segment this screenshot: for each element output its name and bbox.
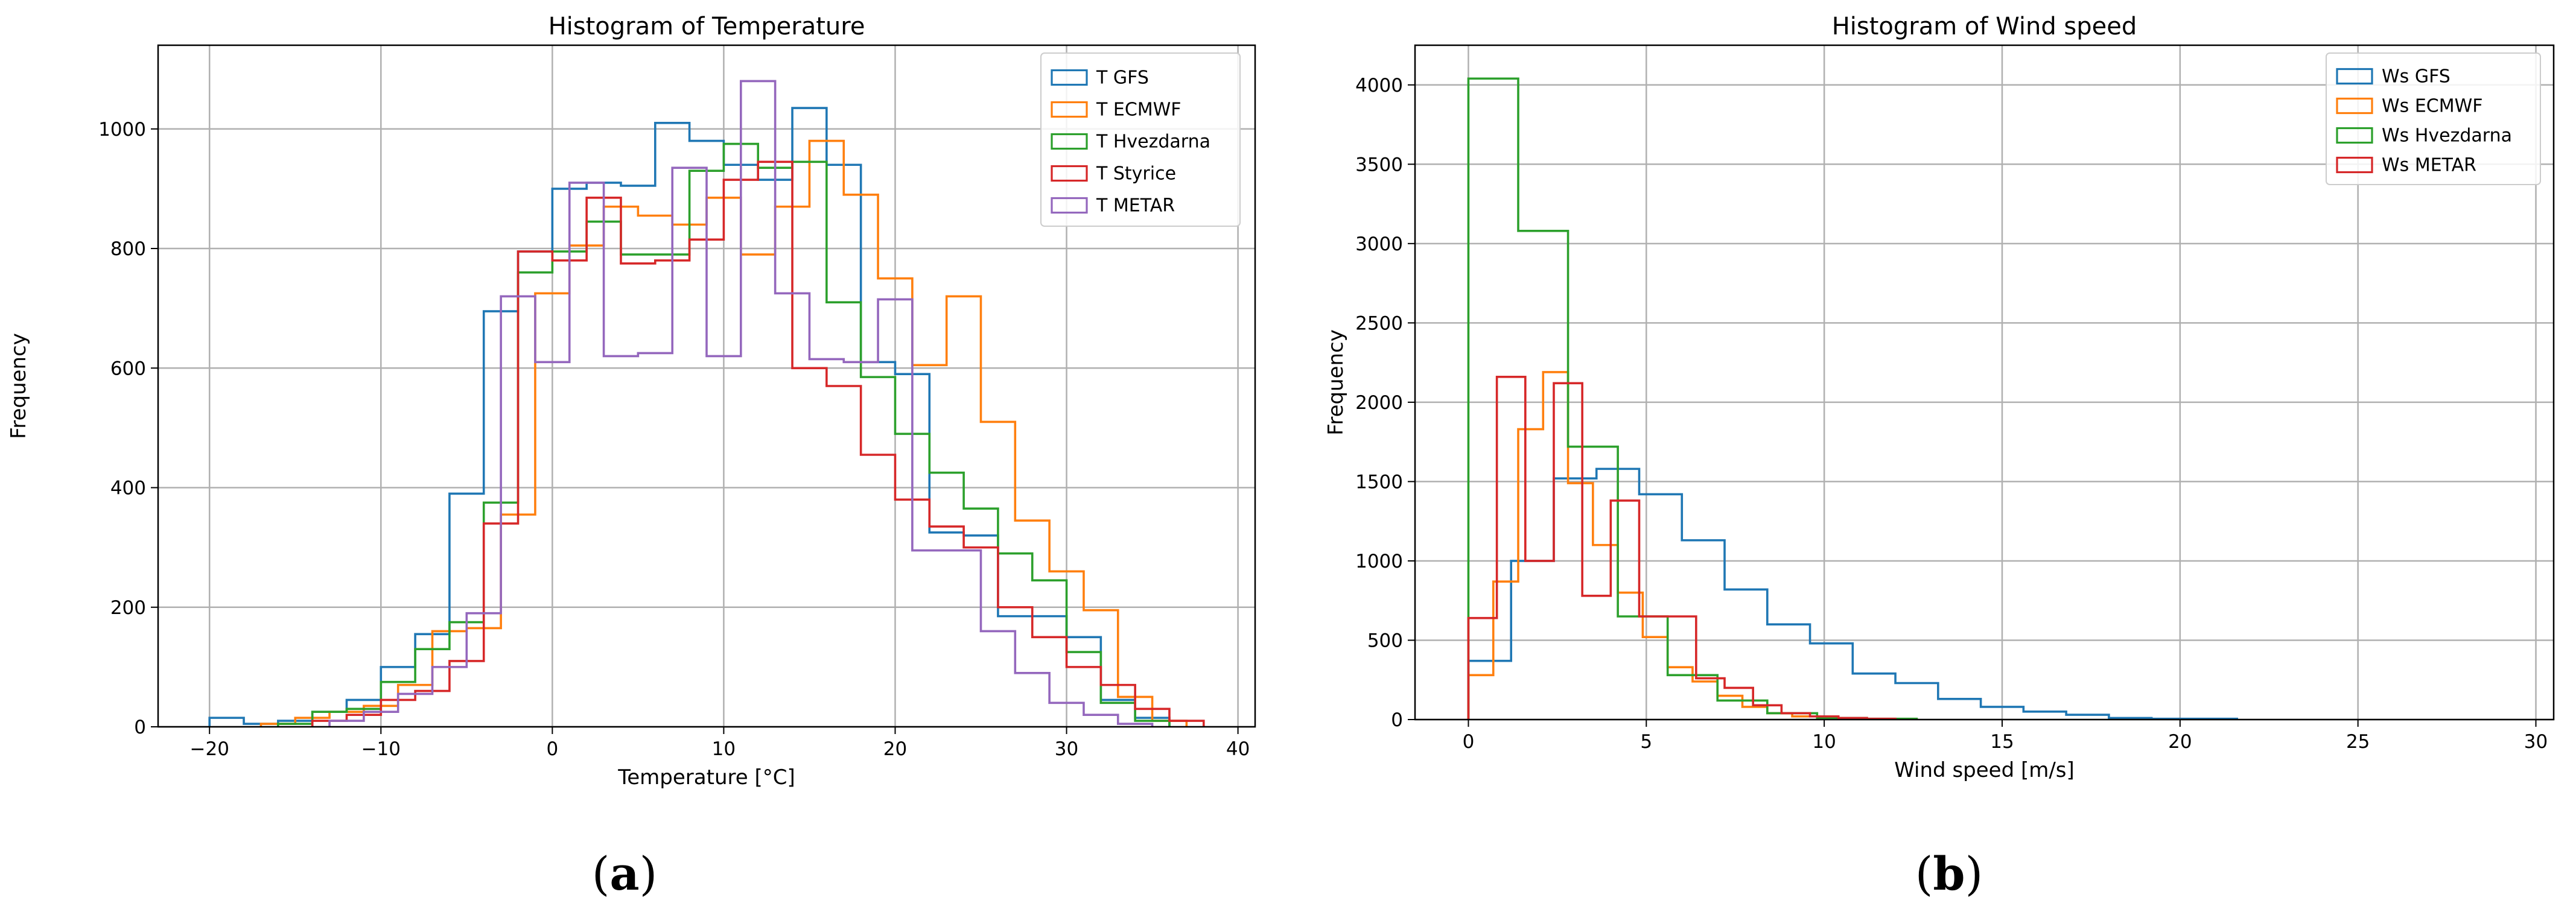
x-axis-label: Wind speed [m/s] [1894, 758, 2075, 782]
x-tick-label: 10 [1812, 731, 1836, 753]
y-tick-label: 500 [1367, 630, 1403, 651]
temperature-histogram-panel: Histogram of Temperature Temperature [°C… [7, 13, 1256, 901]
y-tick-label: 3000 [1355, 233, 1403, 255]
chart-title: Histogram of Wind speed [1832, 13, 2137, 40]
panel-caption-letter: a [609, 847, 639, 901]
legend-label-ws-ecmwf: Ws ECMWF [2382, 96, 2483, 117]
panel-caption: (b) [1915, 847, 1983, 901]
y-tick-label: 0 [1391, 709, 1403, 731]
y-tick-label: 1000 [1355, 551, 1403, 572]
axes-frame [157, 44, 1256, 728]
x-tick-label: 20 [883, 738, 907, 760]
legend-box [2326, 52, 2541, 185]
panel-caption: (a) [592, 847, 658, 901]
legend-swatch-ws-hvezdarna [2336, 127, 2373, 144]
legend: T GFS T ECMWF T Hvezdarna T Styrice T METAR [1040, 52, 1241, 227]
legend-swatch-t-ecmwf [1051, 101, 1088, 118]
x-tick-label: 20 [2168, 731, 2192, 753]
y-tick-label: 200 [110, 597, 146, 619]
legend-swatch-t-gfs [1051, 69, 1088, 86]
y-tick-label: 2000 [1355, 392, 1403, 414]
x-tick-label: 30 [2524, 731, 2548, 753]
legend-label-ws-hvezdarna: Ws Hvezdarna [2382, 125, 2512, 147]
legend: Ws GFS Ws ECMWF Ws Hvezdarna Ws METAR [2326, 52, 2541, 185]
legend-label-t-hvezdarna: T Hvezdarna [1096, 131, 1210, 153]
x-tick-label: 0 [546, 738, 558, 760]
x-tick-label: 25 [2346, 731, 2370, 753]
y-axis-label: Frequency [1324, 329, 1348, 435]
y-tick-label: 4000 [1355, 75, 1403, 97]
legend-swatch-t-hvezdarna [1051, 133, 1088, 150]
legend-label-t-gfs: T GFS [1096, 68, 1149, 89]
panel-caption-letter: b [1933, 847, 1965, 901]
y-tick-label: 0 [134, 717, 146, 738]
x-tick-label: −20 [190, 738, 229, 760]
legend-swatch-ws-gfs [2336, 68, 2373, 85]
y-axis-label: Frequency [7, 333, 31, 439]
x-tick-label: 5 [1640, 731, 1652, 753]
histogram-t-hvezdarna [277, 142, 1171, 727]
legend-label-ws-metar: Ws METAR [2382, 155, 2476, 176]
legend-label-t-styrice: T Styrice [1096, 163, 1176, 185]
x-tick-label: 30 [1055, 738, 1078, 760]
y-tick-label: 600 [110, 358, 146, 379]
y-tick-label: 400 [110, 478, 146, 499]
histogram-series-group [1467, 77, 2238, 720]
x-tick-label: 10 [712, 738, 736, 760]
legend-box [1040, 52, 1241, 227]
y-tick-label: 2500 [1355, 312, 1403, 334]
legend-swatch-t-styrice [1051, 165, 1088, 182]
x-tick-label: 0 [1463, 731, 1475, 753]
legend-swatch-ws-ecmwf [2336, 97, 2373, 115]
axes-frame [1414, 44, 2555, 721]
legend-swatch-t-metar [1051, 197, 1088, 214]
chart-title: Histogram of Temperature [549, 13, 865, 40]
y-tick-label: 1000 [98, 119, 146, 141]
histogram-ws-metar [1467, 375, 1897, 720]
x-tick-label: 40 [1226, 738, 1250, 760]
legend-swatch-ws-metar [2336, 156, 2373, 174]
x-axis-label: Temperature [°C] [617, 765, 795, 790]
legend-label-t-metar: T METAR [1096, 195, 1175, 217]
x-tick-label: −10 [361, 738, 401, 760]
histogram-series-group [208, 80, 1205, 727]
y-tick-label: 1500 [1355, 471, 1403, 493]
histogram-ws-gfs [1467, 467, 2238, 720]
legend-label-t-ecmwf: T ECMWF [1096, 100, 1181, 121]
y-tick-label: 3500 [1355, 154, 1403, 176]
wind-speed-histogram-panel: Histogram of Wind speed Wind speed [m/s]… [1324, 13, 2555, 901]
legend-label-ws-gfs: Ws GFS [2382, 66, 2450, 87]
y-tick-label: 800 [110, 238, 146, 260]
x-tick-label: 15 [1990, 731, 2014, 753]
histogram-t-metar [328, 80, 1154, 727]
